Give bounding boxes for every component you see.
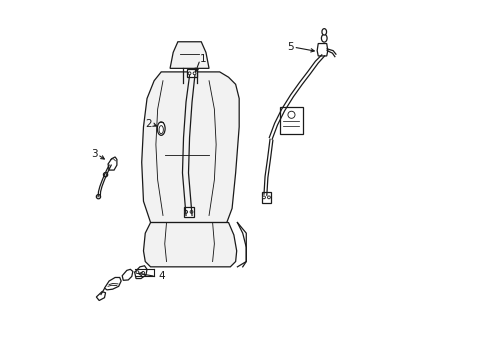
Ellipse shape (159, 126, 163, 134)
Circle shape (267, 196, 270, 199)
Ellipse shape (157, 122, 165, 135)
Text: 1: 1 (200, 54, 206, 64)
Polygon shape (104, 278, 121, 290)
Text: 4: 4 (158, 271, 164, 282)
Circle shape (103, 172, 107, 177)
Circle shape (262, 196, 265, 199)
Circle shape (188, 72, 191, 75)
Polygon shape (187, 69, 197, 77)
Circle shape (193, 72, 196, 75)
Polygon shape (108, 157, 117, 170)
Polygon shape (96, 292, 105, 301)
Polygon shape (134, 266, 147, 279)
Polygon shape (261, 192, 271, 203)
Circle shape (142, 271, 144, 274)
Ellipse shape (321, 29, 326, 35)
Polygon shape (279, 107, 303, 134)
Text: 3: 3 (91, 149, 97, 159)
Polygon shape (170, 42, 209, 68)
Polygon shape (143, 222, 236, 267)
Polygon shape (183, 207, 194, 217)
Circle shape (190, 211, 193, 213)
Ellipse shape (287, 111, 294, 118)
Text: 5: 5 (286, 42, 293, 52)
Polygon shape (317, 44, 327, 56)
Circle shape (184, 211, 187, 213)
Polygon shape (122, 269, 133, 280)
Text: 2: 2 (145, 119, 151, 129)
Circle shape (96, 194, 101, 199)
Circle shape (136, 271, 139, 274)
Polygon shape (318, 47, 325, 54)
Polygon shape (142, 72, 239, 222)
Ellipse shape (321, 34, 326, 42)
